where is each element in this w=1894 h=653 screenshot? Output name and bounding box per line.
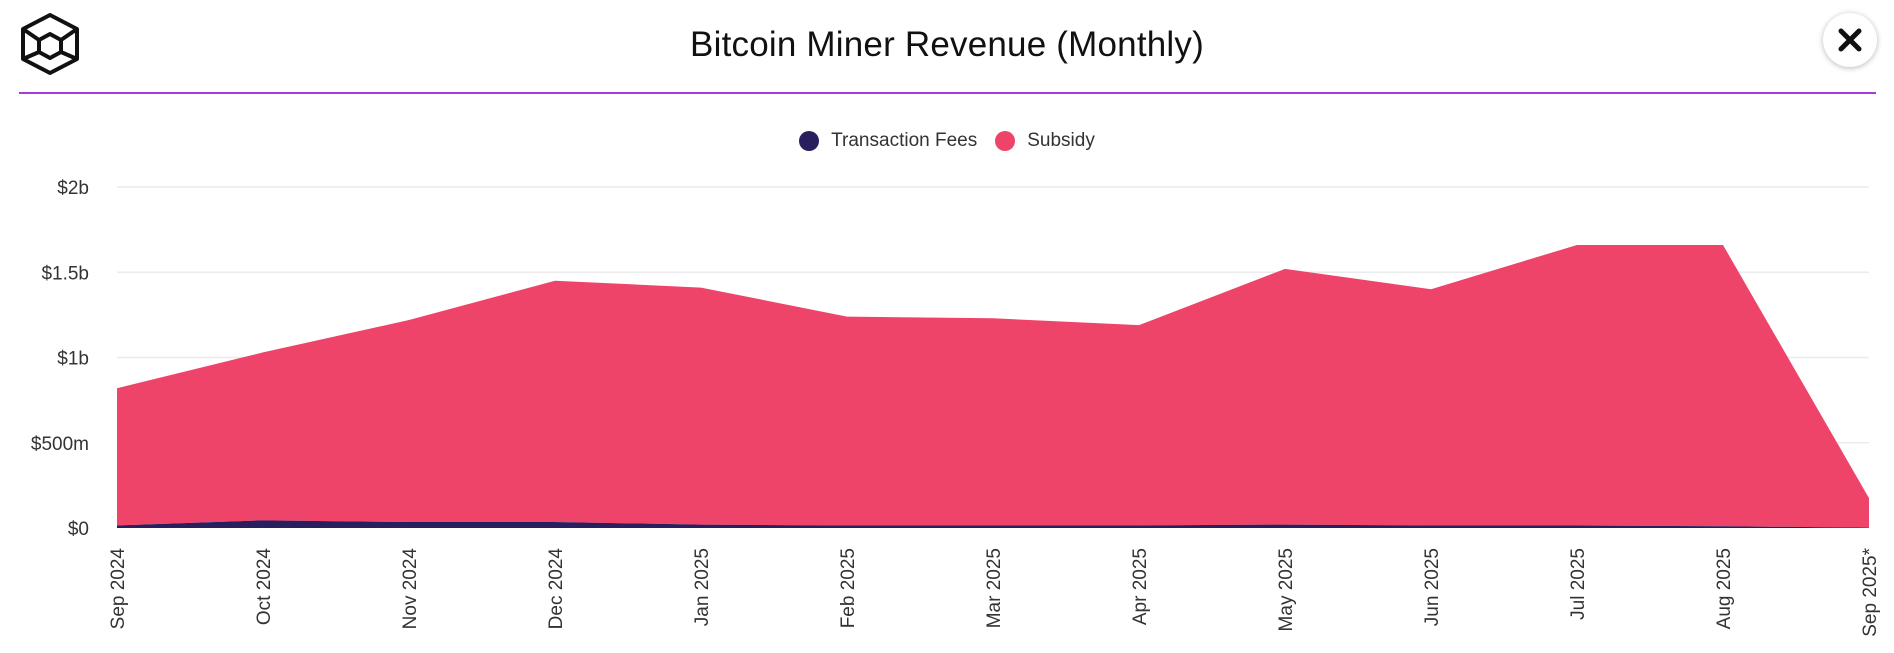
legend-item-fees[interactable]: Transaction Fees <box>799 130 977 152</box>
data-point-subsidy[interactable] <box>551 277 559 285</box>
close-icon <box>1838 28 1862 52</box>
legend-item-subsidy[interactable]: Subsidy <box>995 130 1095 152</box>
y-tick-label: $500m <box>31 434 89 455</box>
x-tick-label: Sep 2024 <box>108 548 129 630</box>
cube-logo-icon <box>19 12 81 76</box>
series-area-transaction-fees[interactable] <box>117 520 1869 528</box>
legend-label-subsidy: Subsidy <box>1027 130 1095 151</box>
legend-dot-fees <box>799 131 820 151</box>
x-tick-label: Dec 2024 <box>546 548 567 630</box>
y-axis: $0 $500m $1b $1.5b $2b <box>31 178 89 540</box>
header-divider <box>19 92 1876 94</box>
data-point-subsidy[interactable] <box>697 284 705 292</box>
x-tick-label: Oct 2024 <box>254 548 275 626</box>
data-point-subsidy[interactable] <box>259 348 267 356</box>
legend-dot-subsidy <box>995 131 1016 151</box>
data-point-subsidy[interactable] <box>1427 285 1435 293</box>
x-tick-label: Apr 2025 <box>1130 548 1151 625</box>
data-point-subsidy[interactable] <box>989 314 997 322</box>
y-tick-label: $0 <box>68 519 89 540</box>
x-tick-label: Nov 2024 <box>400 548 421 630</box>
close-button[interactable] <box>1823 13 1877 67</box>
data-point-subsidy[interactable] <box>1573 241 1581 249</box>
data-point-subsidy[interactable] <box>1719 241 1727 249</box>
data-point-subsidy[interactable] <box>113 384 121 392</box>
x-tick-label: Sep 2025* <box>1860 547 1881 636</box>
data-point-subsidy[interactable] <box>1135 321 1143 329</box>
x-tick-label: Mar 2025 <box>984 548 1005 628</box>
chart-title: Bitcoin Miner Revenue (Monthly) <box>690 25 1204 64</box>
y-tick-label: $1.5b <box>41 263 89 284</box>
y-tick-label: $2b <box>57 178 89 199</box>
x-axis: Sep 2024 Oct 2024 Nov 2024 Dec 2024 Jan 2025… <box>108 547 1881 636</box>
x-tick-label: Aug 2025 <box>1714 548 1735 629</box>
legend-label-fees: Transaction Fees <box>831 130 978 151</box>
data-point-subsidy[interactable] <box>843 313 851 321</box>
x-tick-label: May 2025 <box>1276 548 1297 631</box>
x-tick-label: Feb 2025 <box>838 548 859 628</box>
chart-legend: Transaction Fees Subsidy <box>0 130 1894 152</box>
data-point-subsidy[interactable] <box>405 316 413 324</box>
x-tick-label: Jun 2025 <box>1422 548 1443 626</box>
plot-area <box>113 241 1873 528</box>
x-tick-label: Jan 2025 <box>692 548 713 626</box>
data-point-subsidy[interactable] <box>1281 265 1289 273</box>
series-area-subsidy[interactable] <box>117 244 1869 528</box>
y-tick-label: $1b <box>57 349 89 370</box>
modal-header: Bitcoin Miner Revenue (Monthly) <box>0 0 1894 95</box>
data-point-subsidy[interactable] <box>1865 494 1873 502</box>
x-tick-label: Jul 2025 <box>1568 548 1589 620</box>
